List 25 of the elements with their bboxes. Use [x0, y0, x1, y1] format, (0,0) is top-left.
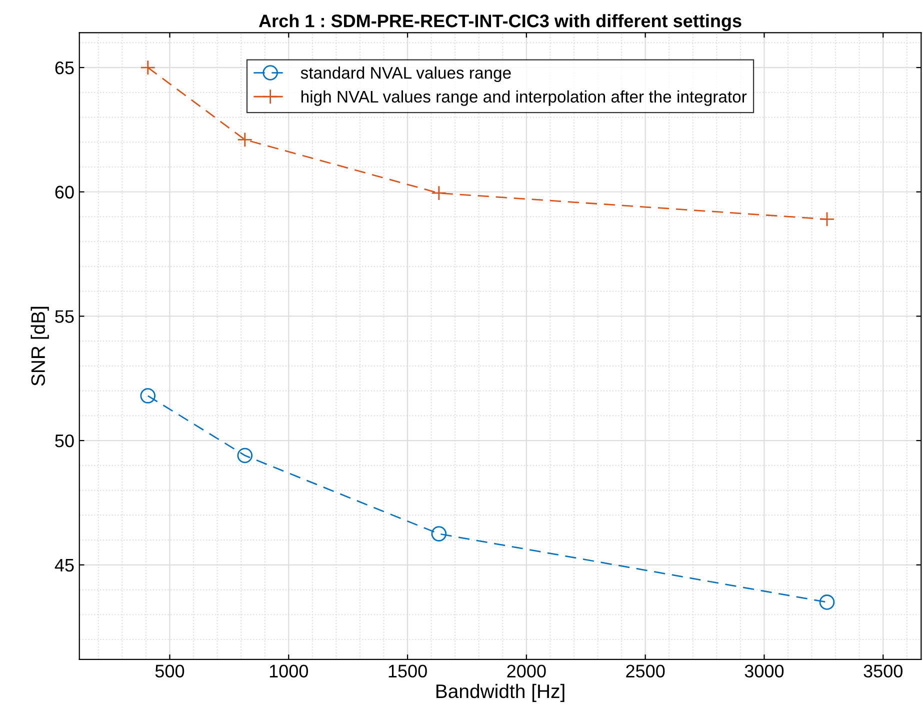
legend-label: high NVAL values range and interpolation after the integrator: [301, 90, 747, 106]
y-tick-label: 45: [54, 559, 74, 572]
x-tick-label: 1500: [388, 664, 427, 678]
x-axis-title: Bandwidth [Hz]: [436, 684, 564, 702]
y-tick-label: 60: [55, 186, 74, 199]
point: [819, 594, 835, 610]
chart-title: Arch 1 : SDM-PRE-RECT-INT-CIC3 with different settings: [258, 14, 742, 31]
x-tick-label: 2000: [507, 664, 546, 678]
legend-label: standard NVAL values range: [300, 66, 511, 82]
y-axis-title: SNR [dB]: [30, 306, 49, 386]
x-tick-label: 500: [155, 664, 184, 678]
x-tick-label: 3500: [864, 664, 902, 678]
x-tick-label: 1000: [270, 664, 308, 678]
point: [431, 185, 447, 201]
y-tick-label: 50: [55, 434, 74, 448]
point: [237, 132, 253, 148]
y-tick-label: 65: [55, 61, 74, 74]
x-tick-label: 3000: [744, 664, 784, 678]
point: [819, 212, 835, 227]
x-tick-label: 2500: [626, 664, 665, 678]
point: [431, 526, 447, 542]
point: [140, 388, 156, 404]
point: [237, 448, 253, 464]
y-tick-label: 55: [55, 310, 74, 323]
point: [140, 60, 156, 76]
